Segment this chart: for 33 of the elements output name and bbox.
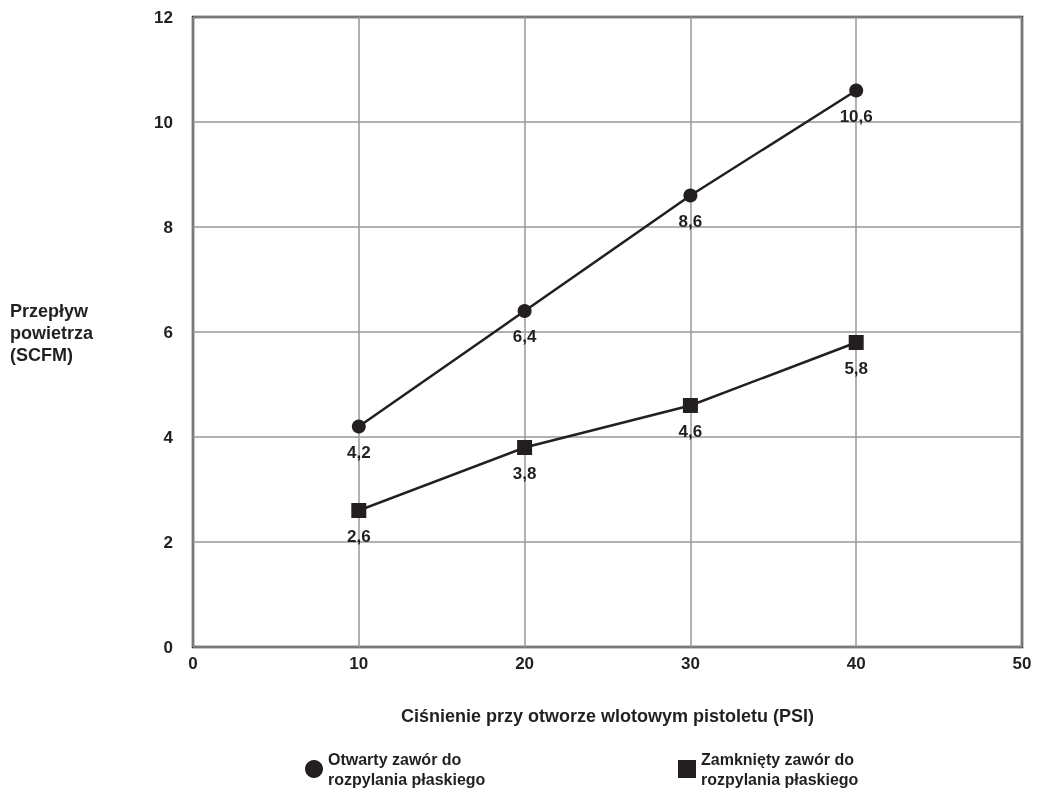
data-label: 2,6 — [346, 527, 371, 546]
x-tick-label: 30 — [680, 654, 700, 673]
y-tick-label: 2 — [163, 532, 173, 552]
x-axis-title: Ciśnienie przy otworze wlotowym pistoletu (PSI) — [400, 706, 815, 726]
y-tick-label: 10 — [154, 112, 173, 132]
point — [849, 83, 864, 98]
data-label: 4,2 — [346, 442, 371, 462]
legend-label: Otwarty zawór do rozpylania płaskiego — [328, 750, 486, 788]
point — [683, 188, 698, 203]
data-label: 3,8 — [512, 464, 537, 483]
point — [351, 419, 366, 434]
y-tick-label: 8 — [163, 217, 173, 237]
point — [517, 304, 532, 318]
x-tick-label: 0 — [188, 654, 198, 673]
x-tick-label: 40 — [846, 654, 866, 673]
point — [848, 335, 864, 350]
legend-label: Zamknięty zawór do rozpylania płaskiego — [701, 750, 859, 788]
point — [517, 440, 533, 455]
point — [351, 503, 367, 518]
x-tick-label: 50 — [1012, 654, 1032, 673]
y-tick-label: 4 — [163, 427, 174, 447]
data-label: 5,8 — [844, 359, 869, 378]
point — [682, 398, 698, 413]
data-label: 4,6 — [678, 422, 703, 441]
x-tick-label: 10 — [349, 654, 369, 673]
x-tick-label: 20 — [515, 654, 535, 673]
y-tick-label: 6 — [163, 322, 173, 342]
data-label: 8,6 — [678, 211, 703, 231]
data-label: 6,4 — [512, 327, 537, 346]
y-axis-title: Przepływ powietrza (SCFM) — [10, 301, 99, 365]
y-tick-label: 12 — [154, 7, 173, 27]
y-tick-label: 0 — [163, 637, 173, 657]
data-label: 10,6 — [839, 106, 873, 126]
